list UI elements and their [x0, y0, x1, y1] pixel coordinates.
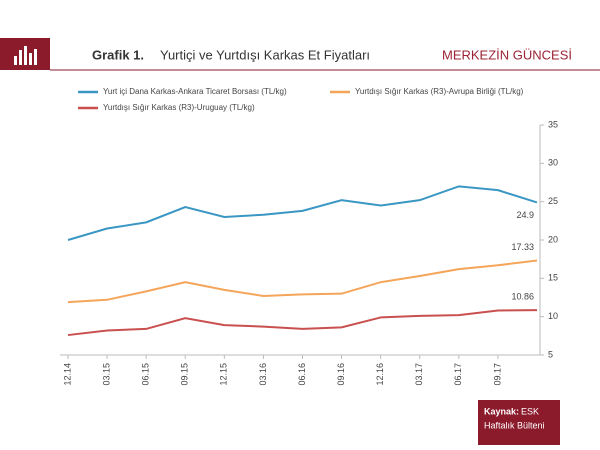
source-line: ESK	[521, 406, 539, 416]
value-label: 24.9	[516, 210, 534, 220]
y-tick-label: 35	[548, 119, 558, 129]
value-label: 17.33	[511, 242, 534, 252]
y-tick-label: 20	[548, 234, 558, 244]
x-tick-label: 03.16	[258, 363, 268, 386]
legend-label: Yurtdışı Sığır Karkas (R3)-Avrupa Birliğ…	[355, 87, 524, 96]
series-line	[67, 259, 538, 304]
y-tick-label: 30	[548, 158, 558, 168]
chart-title: Yurtiçi ve Yurtdışı Karkas Et Fiyatları	[160, 47, 370, 62]
x-tick-label: 03.17	[414, 363, 424, 386]
x-tick-label: 03.15	[101, 363, 111, 386]
x-tick-label: 09.16	[336, 363, 346, 386]
y-tick-label: 25	[548, 196, 558, 206]
y-tick-label: 15	[548, 273, 558, 283]
source-line: Haftalık Bülteni	[484, 420, 545, 430]
legend-label: Yurt içi Dana Karkas-Ankara Ticaret Bors…	[103, 87, 287, 96]
x-tick-label: 12.16	[375, 363, 385, 386]
y-tick-label: 10	[548, 311, 558, 321]
chart-title-number: Grafik 1.	[92, 47, 144, 62]
brand: MERKEZİN GÜNCESİ	[442, 47, 572, 62]
x-tick-label: 06.16	[297, 363, 307, 386]
legend-label: Yurtdışı Sığır Karkas (R3)-Uruguay (TL/k…	[103, 103, 255, 112]
x-tick-label: 12.15	[219, 363, 229, 386]
x-tick-label: 09.15	[180, 363, 190, 386]
series-line	[67, 309, 538, 337]
header-icon	[14, 46, 37, 65]
series-line	[67, 185, 538, 241]
x-tick-label: 09.17	[492, 363, 502, 386]
source-box	[478, 400, 560, 445]
x-tick-label: 06.15	[141, 363, 151, 386]
x-tick-label: 06.17	[453, 363, 463, 386]
x-tick-label: 12.14	[62, 363, 72, 386]
value-label: 10.86	[511, 291, 534, 301]
y-tick-label: 5	[548, 349, 553, 359]
source-label: Kaynak:	[484, 406, 519, 416]
